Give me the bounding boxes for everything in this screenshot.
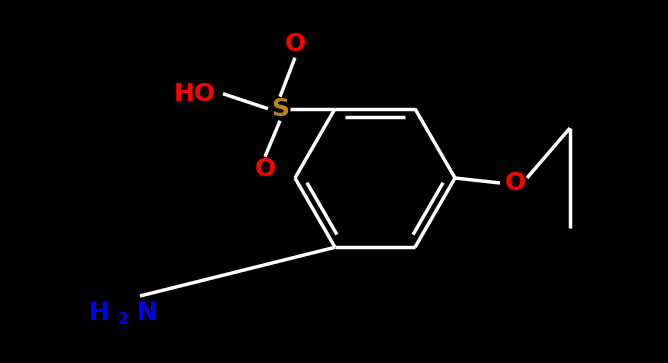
Text: O: O [285,32,306,56]
Text: HO: HO [174,82,216,106]
Text: S: S [271,97,289,121]
Text: N: N [137,301,158,325]
Text: 2: 2 [118,313,128,327]
Text: O: O [504,171,526,195]
Text: O: O [255,157,276,181]
Text: H: H [89,301,110,325]
